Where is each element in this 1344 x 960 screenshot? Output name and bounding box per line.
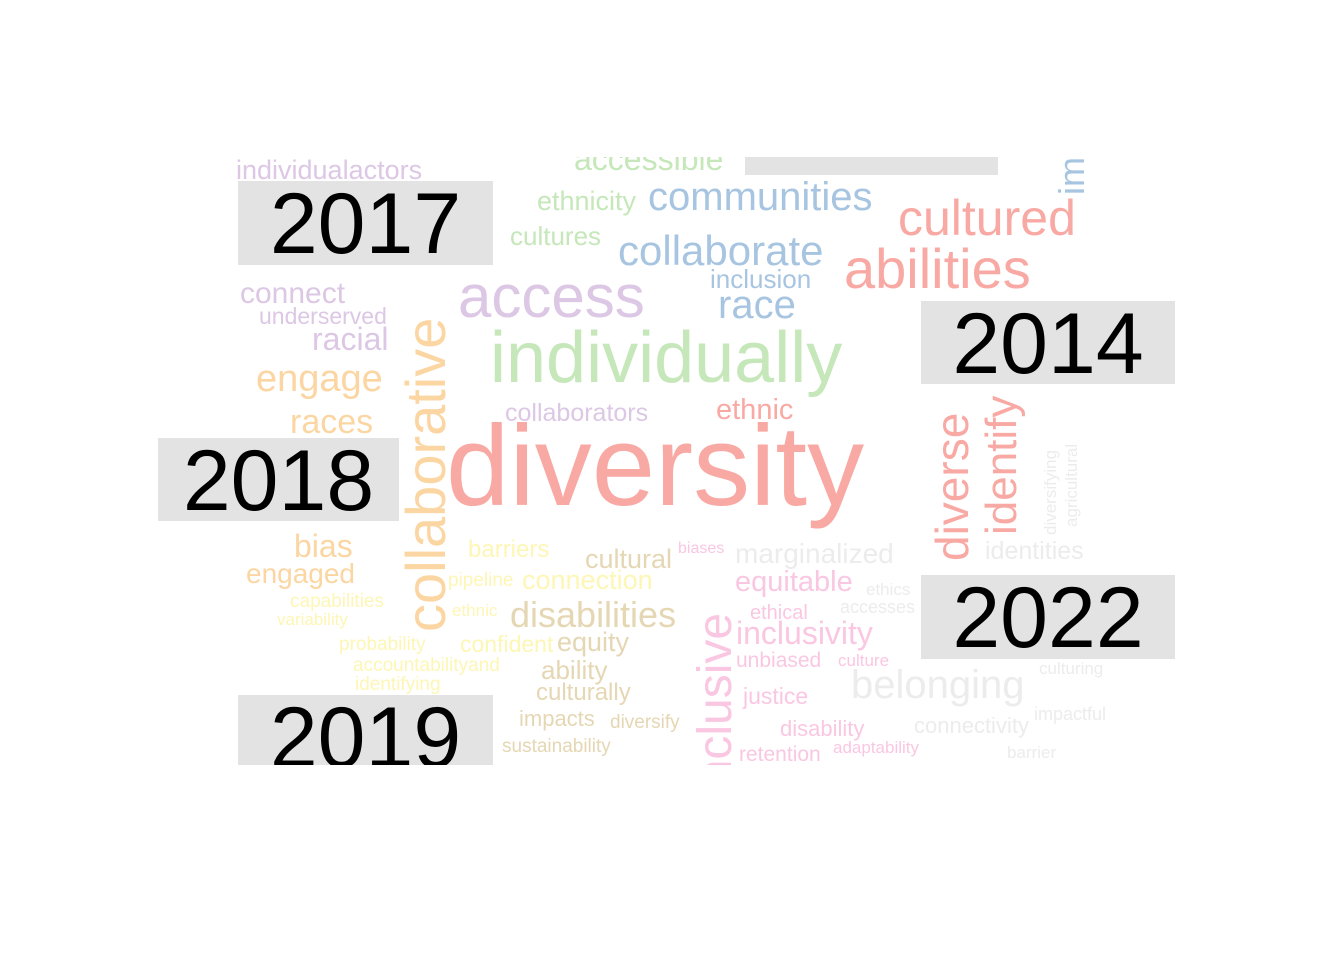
word-identify: identify: [977, 395, 1026, 535]
word-marginalized: marginalized: [735, 538, 894, 569]
word-justice: justice: [743, 683, 809, 709]
word-belonging: belonging: [851, 663, 1025, 707]
word-access: access: [458, 263, 645, 330]
word-retention: retention: [739, 743, 821, 765]
year-label-2017: 2017: [238, 181, 493, 265]
word-ethnic-small: ethnic: [452, 601, 498, 620]
word-inclusive: inclusive: [689, 612, 742, 765]
word-adaptability: adaptability: [833, 738, 920, 757]
word-ethnicity: ethnicity: [537, 186, 637, 216]
word-collaborators: collaborators: [505, 399, 649, 427]
word-equity: equity: [557, 627, 630, 657]
word-engaged: engaged: [246, 558, 356, 589]
word-capabilities: capabilities: [290, 591, 384, 612]
word-ethical: ethical: [750, 602, 808, 624]
word-confident: confident: [460, 631, 554, 657]
year-label-2018: 2018: [158, 438, 399, 521]
word-diversify: diversify: [610, 712, 680, 733]
word-probability: probability: [339, 634, 426, 655]
word-unbiased: unbiased: [736, 649, 822, 672]
word-connect: connect: [240, 277, 346, 310]
word-culturing: culturing: [1039, 659, 1104, 678]
word-connection: connection: [522, 565, 653, 595]
word-collaborative: collaborative: [394, 317, 457, 632]
word-individualactors: individualactors: [236, 157, 423, 185]
word-bias: bias: [294, 528, 353, 564]
word-cultural: cultural: [585, 544, 673, 574]
year-label-2016: 2016: [745, 157, 998, 175]
word-ethics: ethics: [866, 580, 911, 599]
word-barriers: barriers: [468, 536, 550, 563]
word-connectivity: connectivity: [914, 713, 1029, 738]
word-diverse: diverse: [926, 412, 978, 561]
word-pipeline: pipeline: [448, 570, 514, 591]
year-label-2019: 2019: [238, 695, 493, 765]
year-label-2014: 2014: [921, 301, 1175, 384]
word-im: im: [1051, 157, 1092, 195]
word-accessible: accessible: [574, 157, 724, 177]
word-culture: culture: [838, 651, 890, 670]
year-label-2022: 2022: [921, 575, 1175, 659]
word-identities: identities: [985, 537, 1084, 565]
word-individually: individually: [490, 318, 843, 398]
word-equitable: equitable: [735, 566, 853, 598]
word-impacts: impacts: [519, 706, 595, 731]
word-collaborate: collaborate: [618, 227, 824, 274]
word-variability: variability: [277, 610, 348, 629]
word-diversity: diversity: [446, 403, 865, 530]
word-abilities: abilities: [844, 237, 1031, 300]
word-accesses: accesses: [840, 597, 916, 617]
word-barrier: barrier: [1007, 743, 1057, 762]
word-cloud: diversity abilities cultured ethnic dive…: [0, 157, 1344, 765]
word-engage: engage: [256, 358, 383, 400]
word-agricultural: agricultural: [1062, 443, 1081, 527]
word-cultures: cultures: [510, 221, 602, 251]
word-biases: biases: [678, 540, 725, 557]
word-race: race: [718, 283, 796, 327]
word-accountabilityand: accountabilityand: [353, 655, 500, 676]
word-communities: communities: [648, 175, 873, 219]
word-races: races: [290, 403, 374, 441]
word-disabilities: disabilities: [510, 594, 677, 635]
word-diversifying: diversifying: [1041, 449, 1060, 535]
word-ability: ability: [541, 655, 608, 685]
word-culturally: culturally: [536, 679, 631, 706]
word-inclusivity: inclusivity: [736, 615, 873, 651]
word-racial: racial: [312, 321, 389, 357]
word-impactful: impactful: [1034, 704, 1107, 724]
word-disability: disability: [780, 716, 865, 741]
word-inclusion: inclusion: [710, 264, 812, 294]
word-identifying: identifying: [355, 674, 441, 695]
word-underserved: underserved: [259, 303, 387, 329]
word-ethnic: ethnic: [716, 394, 794, 426]
word-cultured: cultured: [898, 190, 1076, 246]
word-sustainability: sustainability: [502, 736, 611, 757]
